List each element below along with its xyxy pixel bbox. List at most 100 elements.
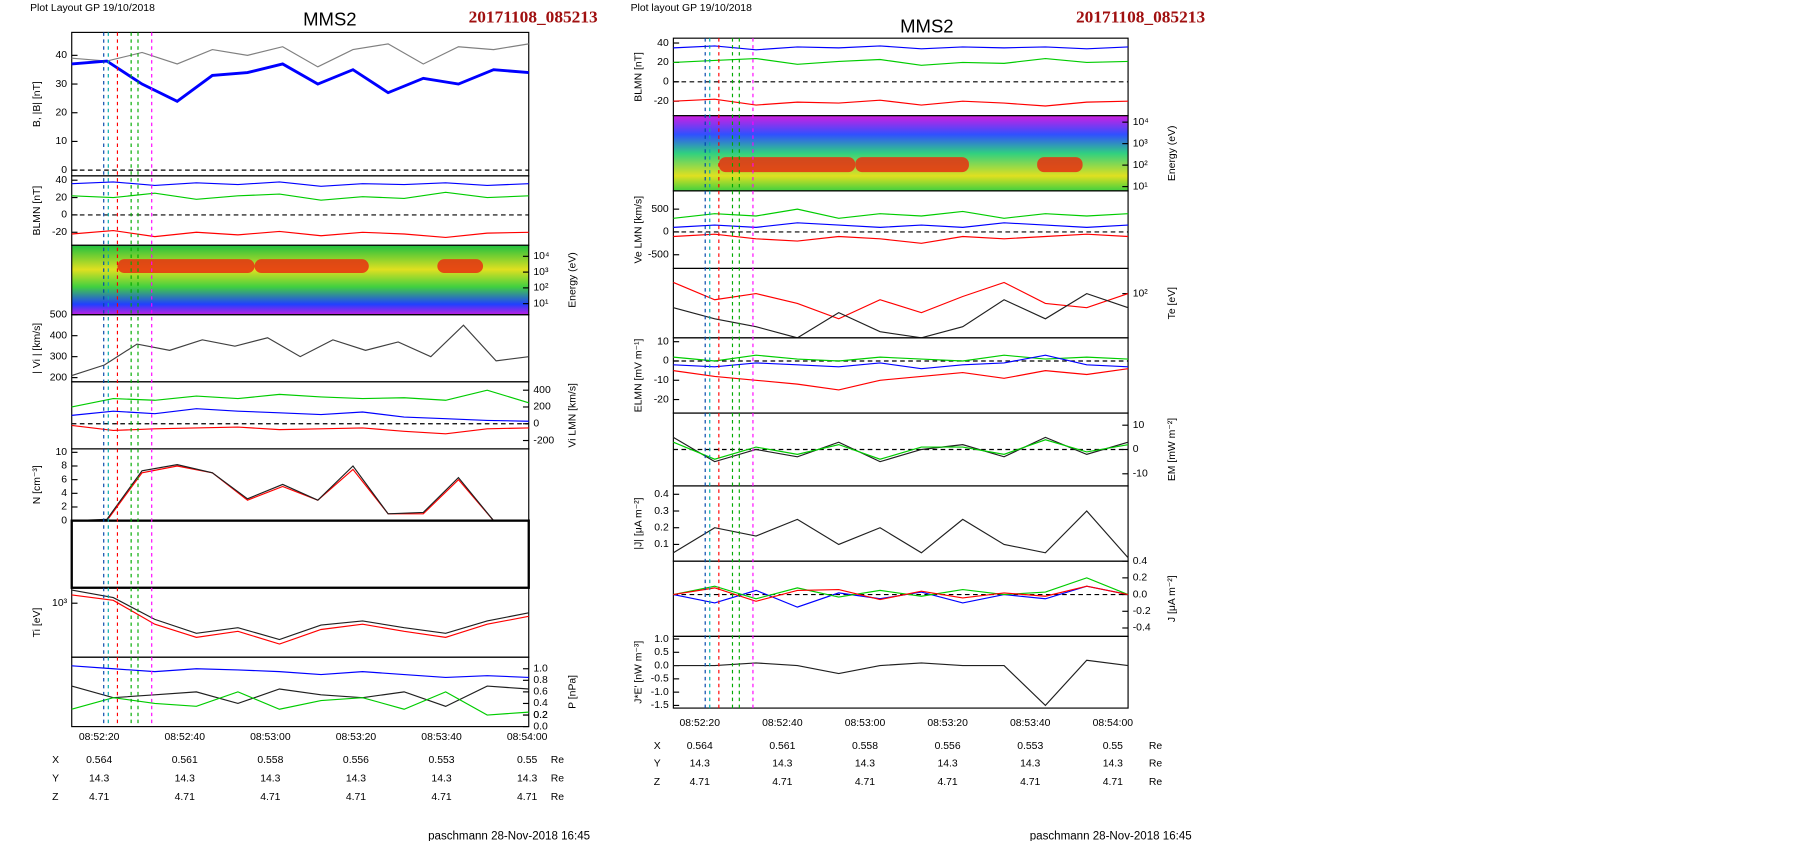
position-value: 14.3	[260, 773, 280, 784]
position-value: 4.71	[346, 792, 366, 803]
y-tick-label: 10³	[1133, 138, 1149, 149]
y-axis-label: EM [mW m⁻²]	[1167, 418, 1178, 481]
y-tick-label: 0.2	[654, 522, 669, 533]
y-tick-label: 10	[1133, 420, 1145, 431]
x-tick-label: 08:54:00	[507, 732, 548, 743]
series-line	[673, 354, 1129, 362]
y-tick-label: -0.5	[651, 674, 669, 685]
position-value: 0.556	[935, 741, 961, 752]
position-value: 4.71	[431, 792, 451, 803]
position-value: 14.3	[431, 773, 451, 784]
position-value: 14.3	[690, 758, 710, 769]
header: Plot Layout GP 19/10/2018	[30, 3, 155, 14]
y-tick-label: 0.0	[654, 660, 669, 671]
position-value: 0.553	[429, 755, 455, 766]
panel-frame	[71, 587, 530, 658]
y-tick-label: 20	[56, 107, 68, 118]
y-tick-label: -20	[52, 227, 67, 238]
x-tick-label: 08:52:20	[79, 732, 120, 743]
header: Plot layout GP 19/10/2018	[631, 3, 753, 14]
title: MMS2	[303, 9, 356, 30]
y-tick-label: 0.4	[654, 489, 669, 500]
y-tick-label: -200	[533, 435, 554, 446]
y-axis-label: N [cm⁻³]	[32, 465, 43, 504]
y-tick-label: 0.2	[1133, 573, 1148, 584]
series-line	[71, 691, 529, 716]
series-line	[673, 45, 1129, 51]
series-line	[673, 354, 1129, 370]
y-tick-label: 8	[61, 461, 67, 472]
y-tick-label: 200	[533, 402, 551, 413]
y-tick-label: 10³	[533, 267, 549, 278]
y-tick-label: -1.5	[651, 700, 669, 711]
y-tick-label: 300	[50, 351, 68, 362]
y-tick-label: 0.0	[1133, 589, 1148, 600]
position-value: 0.561	[769, 741, 795, 752]
y-axis-label: P [nPa]	[567, 675, 578, 709]
position-value: 4.71	[855, 777, 875, 788]
position-value: 4.71	[937, 777, 957, 788]
y-axis-label: BLMN [nT]	[633, 52, 644, 102]
series-line	[71, 389, 529, 408]
y-axis-label: J*E' [nW m⁻³]	[633, 641, 644, 704]
panel-frame	[71, 448, 530, 522]
y-tick-label: 10⁴	[1133, 117, 1149, 128]
series-line	[673, 585, 1129, 602]
row-unit: Re	[551, 792, 565, 803]
x-tick-label: 08:53:20	[927, 718, 968, 729]
series-line	[71, 665, 529, 679]
y-axis-label: Ti [eV]	[32, 608, 43, 638]
y-tick-label: 0	[663, 356, 669, 367]
y-axis-label: J [μA m⁻²]	[1167, 575, 1178, 622]
row-unit: Re	[551, 773, 565, 784]
position-value: 14.3	[346, 773, 366, 784]
series-line	[71, 181, 529, 187]
y-tick-label: 0.1	[654, 539, 669, 550]
series-line	[673, 222, 1129, 228]
y-tick-label: 20	[56, 192, 68, 203]
panel-frame	[672, 190, 1129, 270]
row-label: X	[52, 755, 59, 766]
row-unit: Re	[1149, 758, 1163, 769]
panel-frame	[672, 485, 1129, 562]
position-value: 14.3	[1103, 758, 1123, 769]
row-label: Z	[52, 792, 59, 803]
position-value: 14.3	[517, 773, 537, 784]
y-tick-label: 0	[663, 77, 669, 88]
y-tick-label: 500	[651, 204, 669, 215]
series-line	[71, 324, 529, 377]
y-tick-label: 10	[56, 447, 68, 458]
y-tick-label: 10³	[52, 598, 68, 609]
series-line	[673, 436, 1129, 463]
y-tick-label: 40	[56, 50, 68, 61]
x-tick-label: 08:53:00	[250, 732, 291, 743]
y-tick-label: 0	[61, 165, 67, 176]
x-tick-label: 08:54:00	[1093, 718, 1134, 729]
panel-frame	[672, 337, 1129, 414]
series-line	[673, 659, 1129, 707]
y-tick-label: 10	[56, 136, 68, 147]
x-tick-label: 08:53:20	[336, 732, 377, 743]
footer: paschmann 28-Nov-2018 16:45	[1030, 831, 1192, 841]
y-tick-label: 10²	[1133, 288, 1149, 299]
series-line	[673, 510, 1129, 559]
series-line	[71, 59, 529, 103]
position-value: 4.71	[1103, 777, 1123, 788]
y-tick-label: 1.0	[654, 634, 669, 645]
y-tick-label: 400	[50, 330, 68, 341]
panel-frame	[672, 37, 1129, 117]
position-value: 0.564	[86, 755, 112, 766]
series-line	[673, 208, 1129, 219]
series-line	[71, 408, 529, 422]
y-tick-label: 20	[657, 57, 669, 68]
x-tick-label: 08:52:20	[679, 718, 720, 729]
position-value: 14.3	[855, 758, 875, 769]
position-value: 4.71	[89, 792, 109, 803]
position-value: 0.558	[852, 741, 878, 752]
y-tick-label: 0.3	[654, 506, 669, 517]
series-line	[673, 439, 1129, 460]
y-tick-label: 40	[657, 38, 669, 49]
series-line	[673, 577, 1129, 600]
position-value: 4.71	[690, 777, 710, 788]
